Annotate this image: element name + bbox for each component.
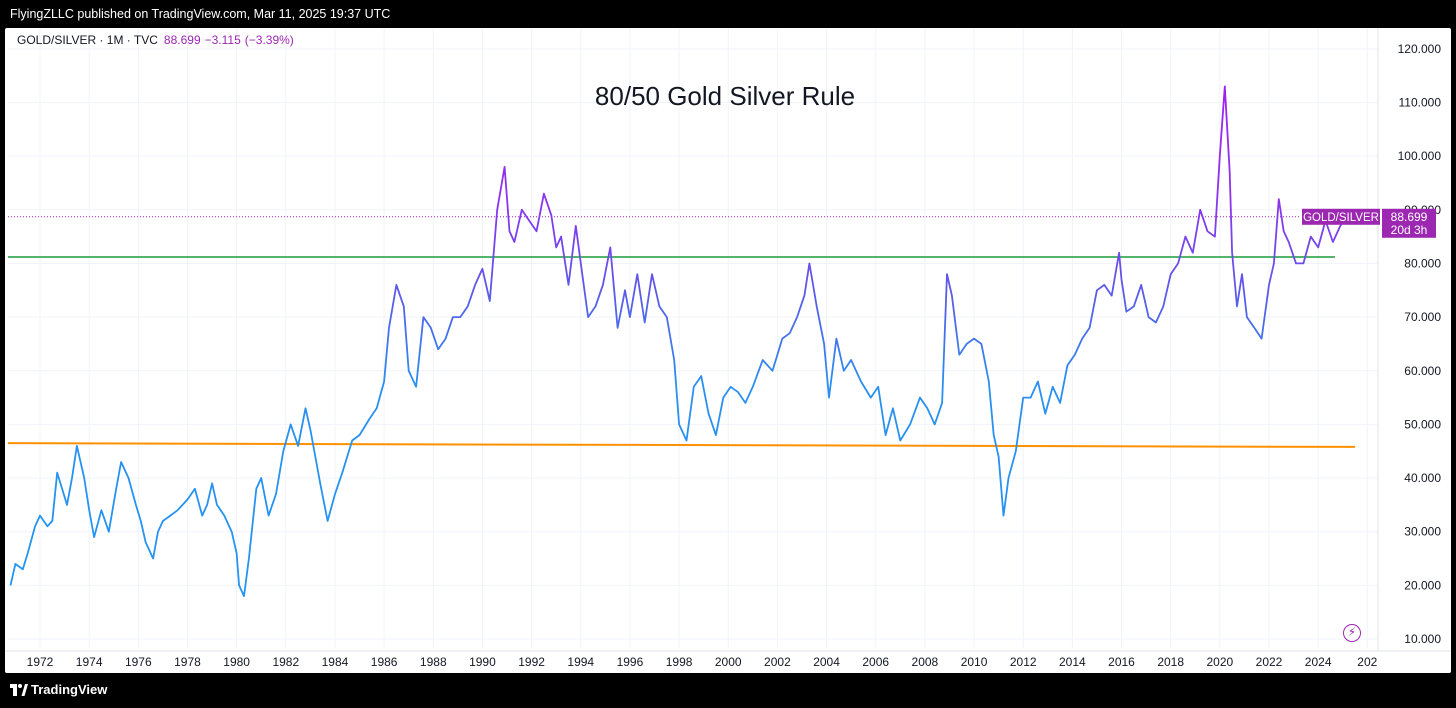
y-tick-label: 20.000 (1404, 578, 1441, 592)
publish-info: FlyingZLLC published on TradingView.com,… (10, 7, 391, 21)
legend-last: 88.699 (163, 33, 201, 47)
x-tick-label: 1998 (666, 655, 693, 669)
y-tick-label: 100.000 (1398, 149, 1442, 163)
lightning-icon[interactable]: ⚡ (1343, 624, 1361, 642)
level-line-50 (7, 442, 1356, 448)
x-tick-label: 2014 (1059, 655, 1086, 669)
price-label-value-box (1382, 208, 1436, 238)
footer-bar: TradingView (0, 673, 1456, 708)
x-tick-label: 1988 (420, 655, 447, 669)
x-tick-label: 2004 (813, 655, 840, 669)
horizontal-levels (7, 216, 1356, 448)
price-label-countdown: 20d 3h (1391, 223, 1428, 237)
x-tick-label: 202 (1357, 655, 1377, 669)
y-tick-label: 60.000 (1404, 364, 1441, 378)
chart-title: 80/50 Gold Silver Rule (595, 81, 855, 111)
price-label-value: 88.699 (1391, 210, 1428, 224)
tradingview-brand[interactable]: TradingView (31, 682, 108, 697)
x-tick-label: 2024 (1305, 655, 1332, 669)
symbol-name: GOLD/SILVER · 1M · TVC (17, 33, 158, 47)
y-tick-label: 40.000 (1404, 471, 1441, 485)
x-tick-label: 1982 (272, 655, 299, 669)
x-tick-label: 1986 (371, 655, 398, 669)
x-tick-label: 1984 (322, 655, 349, 669)
y-axis: 120.000110.000100.00090.00080.00070.0006… (1398, 42, 1442, 646)
x-tick-label: 1992 (518, 655, 545, 669)
y-tick-label: 80.000 (1404, 256, 1441, 270)
x-tick-label: 2022 (1256, 655, 1283, 669)
x-tick-label: 1972 (27, 655, 54, 669)
x-tick-label: 1974 (76, 655, 103, 669)
x-tick-label: 1994 (567, 655, 594, 669)
x-tick-label: 2008 (912, 655, 939, 669)
axis-divider (5, 28, 1451, 652)
tradingview-logo-icon[interactable] (10, 684, 28, 696)
y-tick-label: 10.000 (1404, 632, 1441, 646)
x-tick-label: 2010 (961, 655, 988, 669)
x-tick-label: 2006 (862, 655, 889, 669)
y-tick-label: 30.000 (1404, 525, 1441, 539)
series-layer (9, 85, 1349, 597)
x-tick-label: 1978 (174, 655, 201, 669)
y-tick-label: 110.000 (1399, 96, 1442, 110)
x-tick-label: 2016 (1108, 655, 1135, 669)
symbol-legend[interactable]: GOLD/SILVER · 1M · TVC 88.699 −3.115 (−3.39… (17, 33, 298, 47)
publish-header: FlyingZLLC published on TradingView.com,… (0, 0, 1456, 28)
price-label-name: GOLD/SILVER (1303, 212, 1379, 224)
chart-title-group: 80/50 Gold Silver Rule (595, 81, 855, 111)
y-tick-label: 120.000 (1398, 42, 1442, 56)
x-tick-label: 1976 (125, 655, 152, 669)
x-tick-label: 2012 (1010, 655, 1037, 669)
x-axis: 1972 1974 1976 1978 1980 1982 1984 1986 1988 1990… (27, 655, 1378, 669)
x-tick-label: 2000 (715, 655, 742, 669)
grid (8, 28, 1377, 648)
y-tick-label: 50.000 (1404, 417, 1441, 431)
x-tick-label: 1980 (223, 655, 250, 669)
legend-change-pct: (−3.39%) (244, 33, 294, 47)
chart-panel: 120.000110.000100.00090.00080.00070.0006… (5, 28, 1451, 673)
y-tick-label: 70.000 (1404, 310, 1441, 324)
price-label-name-box (1302, 208, 1380, 225)
x-tick-label: 1990 (469, 655, 496, 669)
series-line (9, 85, 1349, 597)
price-chart[interactable]: 120.000110.000100.00090.00080.00070.0006… (5, 28, 1451, 673)
x-tick-label: 2002 (764, 655, 791, 669)
x-tick-label: 2020 (1206, 655, 1233, 669)
x-tick-label: 1996 (617, 655, 644, 669)
legend-values: 88.699 −3.115 (−3.39%) (164, 33, 298, 47)
legend-change: −3.115 (204, 33, 241, 47)
x-tick-label: 2018 (1157, 655, 1184, 669)
